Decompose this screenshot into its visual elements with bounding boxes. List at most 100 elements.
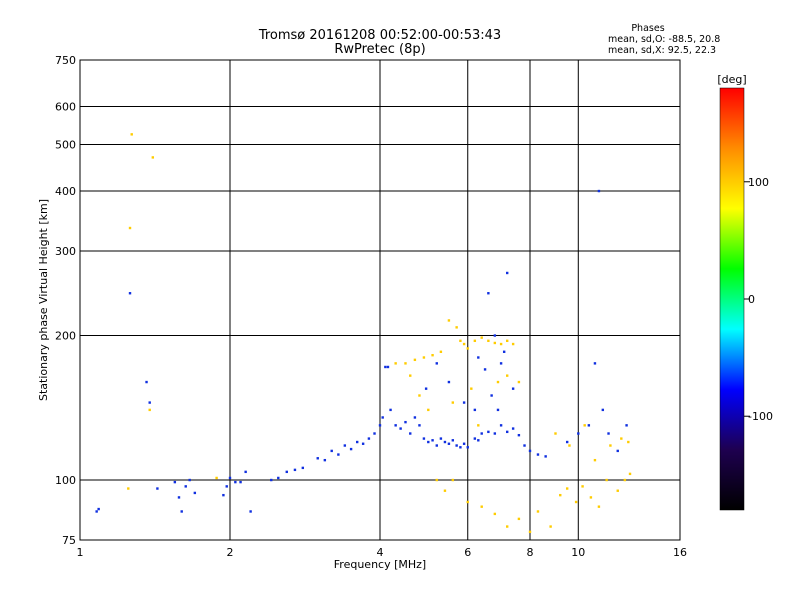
- data-point-x: [565, 487, 569, 490]
- plot-frame: [79, 59, 681, 541]
- grid-lines: [80, 60, 680, 540]
- data-point-o: [577, 432, 580, 435]
- data-point-o: [177, 496, 181, 499]
- data-point-o: [477, 439, 480, 442]
- y-tick-label: 600: [55, 101, 76, 114]
- data-points: [95, 133, 632, 534]
- data-point-x: [443, 489, 447, 492]
- data-point-o: [597, 189, 601, 193]
- x-tick-label: 6: [464, 546, 471, 559]
- data-point-o: [587, 424, 591, 427]
- data-point-x: [462, 342, 466, 346]
- data-point-x: [466, 347, 469, 350]
- x-tick-label: 2: [227, 546, 234, 559]
- data-point-o: [418, 424, 421, 427]
- data-point-x: [127, 487, 130, 490]
- data-point-x: [447, 319, 451, 322]
- data-point-o: [625, 424, 628, 427]
- data-point-o: [496, 408, 500, 412]
- data-point-x: [480, 505, 483, 508]
- data-point-x: [559, 493, 562, 497]
- data-point-x: [128, 226, 132, 230]
- data-point-o: [384, 365, 387, 369]
- y-tick-label: 750: [55, 54, 76, 67]
- data-point-x: [593, 458, 597, 462]
- data-point-o: [301, 466, 305, 470]
- data-point-x: [466, 500, 469, 504]
- data-point-o: [616, 449, 619, 453]
- data-point-o: [399, 427, 402, 430]
- data-point-o: [394, 424, 397, 427]
- data-point-o: [487, 292, 490, 295]
- data-point-x: [480, 336, 483, 339]
- data-point-x: [422, 356, 426, 359]
- data-point-o: [462, 401, 466, 404]
- data-point-o: [536, 453, 540, 456]
- data-point-x: [130, 133, 133, 136]
- data-point-o: [435, 444, 438, 447]
- data-point-o: [404, 420, 407, 424]
- data-point-o: [188, 478, 191, 482]
- data-point-o: [378, 424, 382, 427]
- data-point-o: [381, 416, 384, 419]
- data-point-x: [574, 500, 578, 504]
- x-axis: 1 2 4 6 8 10 16: [77, 546, 688, 559]
- y-tick-label: 100: [55, 474, 76, 487]
- data-point-o: [277, 476, 280, 480]
- data-point-o: [225, 485, 228, 488]
- x-tick-label: 10: [571, 546, 585, 559]
- data-point-x: [413, 358, 417, 362]
- data-point-x: [148, 408, 151, 412]
- data-point-o: [443, 440, 447, 444]
- data-point-x: [439, 350, 443, 353]
- y-axis-label: Stationary phase Virtual Height [km]: [37, 199, 50, 401]
- data-point-o: [228, 476, 232, 480]
- x-tick-label: 1: [77, 546, 84, 559]
- colorbar: [719, 87, 745, 511]
- data-point-x: [455, 326, 458, 329]
- data-point-x: [215, 476, 218, 480]
- data-point-o: [593, 362, 597, 365]
- data-point-x: [493, 341, 497, 345]
- data-point-x: [477, 424, 480, 427]
- x-axis-label: Frequency [MHz]: [334, 558, 426, 571]
- data-point-o: [473, 408, 477, 412]
- data-point-o: [601, 408, 605, 412]
- data-point-o: [234, 480, 237, 484]
- data-point-o: [447, 442, 451, 445]
- data-point-o: [565, 440, 569, 444]
- y-tick-label: 200: [55, 330, 76, 343]
- data-point-o: [244, 470, 247, 474]
- data-point-o: [316, 457, 319, 460]
- data-point-o: [451, 439, 455, 442]
- data-point-x: [536, 510, 540, 513]
- data-point-x: [616, 489, 619, 492]
- data-point-o: [389, 408, 392, 412]
- colorbar-tick-label: 100: [748, 176, 769, 189]
- data-point-o: [386, 365, 390, 369]
- colorbar-tick-label: -100: [748, 410, 773, 423]
- data-point-x: [581, 485, 584, 488]
- data-point-o: [439, 437, 443, 440]
- data-point-x: [528, 530, 532, 534]
- data-point-o: [505, 430, 509, 434]
- data-point-x: [511, 342, 515, 346]
- data-point-x: [554, 432, 557, 435]
- data-point-o: [455, 444, 458, 447]
- data-point-o: [222, 493, 225, 497]
- data-point-o: [409, 432, 412, 435]
- data-point-o: [544, 455, 547, 458]
- chart-title: Tromsø 20161208 00:52:00-00:53:43: [258, 28, 501, 43]
- data-point-x: [623, 478, 627, 482]
- data-point-x: [431, 353, 434, 357]
- legend-title: Phases: [631, 23, 664, 34]
- data-point-o: [193, 491, 197, 495]
- data-point-o: [511, 387, 515, 390]
- data-point-o: [145, 380, 148, 384]
- y-tick-label: 75: [62, 534, 76, 547]
- x-tick-label: 4: [377, 546, 384, 559]
- data-point-o: [180, 510, 183, 513]
- data-point-o: [249, 510, 252, 513]
- data-point-x: [470, 387, 473, 390]
